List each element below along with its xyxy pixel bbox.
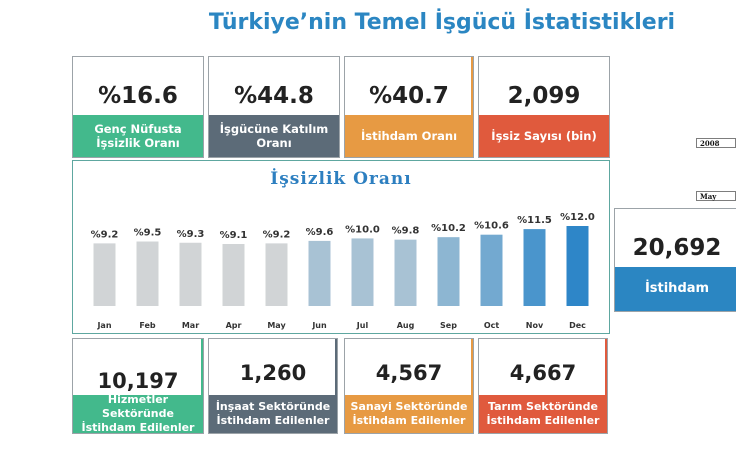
bar-apr xyxy=(222,244,245,306)
x-tick-label: Jul xyxy=(356,321,369,330)
bar-value-label: %10.6 xyxy=(474,221,509,232)
bar-dec xyxy=(566,226,589,306)
bar-value-label: %9.8 xyxy=(392,226,420,237)
x-tick-label: Sep xyxy=(440,321,457,330)
month-select[interactable]: May xyxy=(696,191,736,201)
sector-card-construction: 1,260 İnşaat Sektöründe İstihdam Edilenl… xyxy=(208,338,338,434)
bar-value-label: %9.5 xyxy=(134,228,162,239)
x-tick-label: Dec xyxy=(569,321,586,330)
bar-sep xyxy=(437,237,460,306)
sector-label: Sanayi Sektöründe İstihdam Edilenler xyxy=(345,395,473,433)
x-tick-label: Mar xyxy=(182,321,199,330)
bar-feb xyxy=(136,241,159,306)
sector-card-services: 10,197 Hizmetler Sektöründe İstihdam Edi… xyxy=(72,338,204,434)
bar-nov xyxy=(523,229,546,306)
bar-value-label: %9.1 xyxy=(220,230,248,241)
x-tick-label: Jan xyxy=(96,321,111,330)
sector-card-agriculture: 4,667 Tarım Sektöründe İstihdam Edilenle… xyxy=(478,338,608,434)
employment-total-card: 20,692 İstihdam xyxy=(614,208,736,312)
card-edge xyxy=(471,57,473,157)
kpi-card-unemployed-count: 2,099 İşsiz Sayısı (bin) xyxy=(478,56,610,158)
kpi-label: İşsiz Sayısı (bin) xyxy=(479,115,609,157)
bar-value-label: %10.2 xyxy=(431,223,466,234)
chart-title: İşsizlik Oranı xyxy=(270,169,412,189)
sector-value: 4,667 xyxy=(509,361,577,385)
bar-value-label: %9.6 xyxy=(306,227,334,238)
bar-value-label: %12.0 xyxy=(560,212,595,223)
kpi-card-youth-unemployment: %16.6 Genç Nüfusta İşsizlik Oranı xyxy=(72,56,204,158)
year-select[interactable]: 2008 xyxy=(696,138,736,148)
kpi-value: %40.7 xyxy=(369,83,449,109)
bar-may xyxy=(265,243,288,306)
sector-value: 10,197 xyxy=(97,369,179,393)
employment-label: İstihdam xyxy=(615,267,736,311)
card-edge xyxy=(335,339,337,433)
bar-value-label: %11.5 xyxy=(517,215,552,226)
bar-aug xyxy=(394,239,417,306)
bar-chart-svg: %9.2 Jan %9.5 Feb %9.3 Mar %9.1 Apr %9.2 May %9.6 J… xyxy=(91,212,595,330)
bar-mar xyxy=(179,242,202,306)
x-tick-label: Aug xyxy=(397,321,415,330)
sector-card-industry: 4,567 Sanayi Sektöründe İstihdam Edilenl… xyxy=(344,338,474,434)
kpi-value: %16.6 xyxy=(98,83,178,109)
card-edge xyxy=(471,339,473,433)
x-tick-label: Jun xyxy=(311,321,327,330)
card-edge xyxy=(605,339,607,433)
bar-value-label: %10.0 xyxy=(345,224,380,235)
sector-label: Hizmetler Sektöründe İstihdam Edilenler xyxy=(73,393,203,433)
bar-jul xyxy=(351,238,374,306)
kpi-value: %44.8 xyxy=(234,83,314,109)
x-tick-label: Oct xyxy=(484,321,500,330)
x-tick-label: May xyxy=(267,321,286,330)
kpi-label: İstihdam Oranı xyxy=(345,115,473,157)
bar-value-label: %9.2 xyxy=(91,229,119,240)
kpi-card-employment-rate: %40.7 İstihdam Oranı xyxy=(344,56,474,158)
bar-jun xyxy=(308,240,331,306)
unemployment-rate-chart: İşsizlik Oranı %9.2 Jan %9.5 Feb %9.3 Mar %9.1… xyxy=(72,160,610,334)
kpi-label: İşgücüne Katılım Oranı xyxy=(209,115,339,157)
sector-value: 1,260 xyxy=(239,361,307,385)
card-edge xyxy=(201,339,203,433)
bar-oct xyxy=(480,234,503,306)
sector-value: 4,567 xyxy=(375,361,443,385)
page-title: Türkiye’nin Temel İşgücü İstatistikleri xyxy=(208,10,676,35)
x-tick-label: Nov xyxy=(526,321,544,330)
x-tick-label: Feb xyxy=(139,321,156,330)
sector-label: Tarım Sektöründe İstihdam Edilenler xyxy=(479,395,607,433)
bar-value-label: %9.3 xyxy=(177,229,205,240)
sector-label: İnşaat Sektöründe İstihdam Edilenler xyxy=(209,395,337,433)
bar-value-label: %9.2 xyxy=(263,229,291,240)
kpi-card-labor-participation: %44.8 İşgücüne Katılım Oranı xyxy=(208,56,340,158)
kpi-value: 2,099 xyxy=(507,83,581,109)
kpi-label: Genç Nüfusta İşsizlik Oranı xyxy=(73,115,203,157)
x-tick-label: Apr xyxy=(226,321,242,330)
bar-jan xyxy=(93,243,116,306)
employment-value: 20,692 xyxy=(632,235,722,261)
